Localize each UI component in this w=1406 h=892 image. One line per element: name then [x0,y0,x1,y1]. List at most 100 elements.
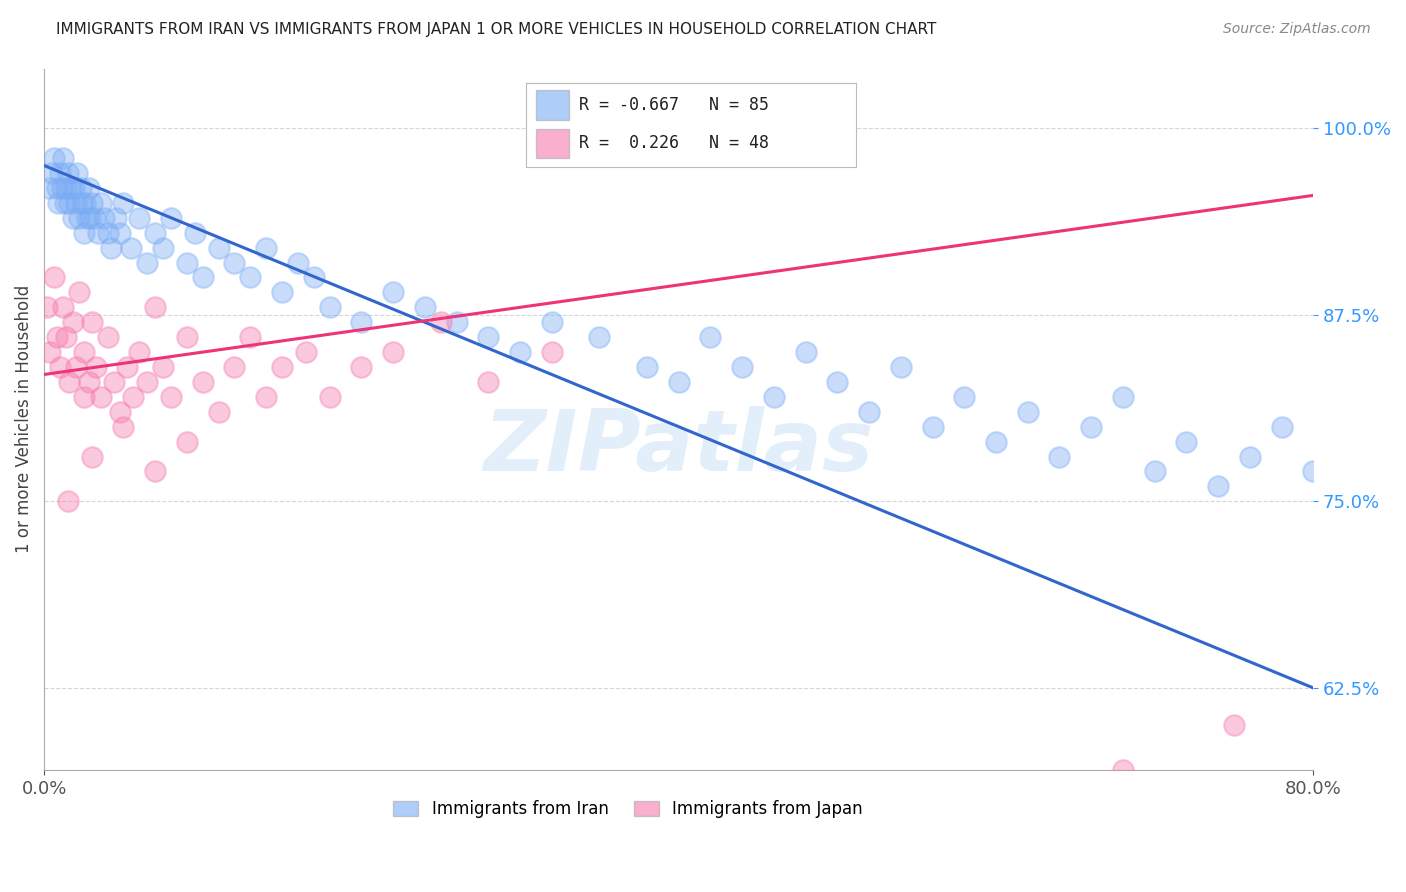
Point [37,301,59,315]
Point [382,285,405,300]
Point [152,241,174,255]
Point [128,211,150,225]
Point [52,301,75,315]
Point [49,166,72,180]
Point [1398,494,1406,508]
Point [224,359,246,374]
Point [1206,479,1229,493]
Point [762,390,785,404]
Text: Source: ZipAtlas.com: Source: ZipAtlas.com [1223,22,1371,37]
Point [636,359,658,374]
Point [69,181,91,195]
Point [413,301,436,315]
Point [45,181,67,195]
Point [80,315,103,329]
Point [45,330,67,344]
Point [1239,450,1261,464]
Point [56,166,79,180]
Point [90,390,112,404]
Point [49,359,72,374]
Point [67,211,90,225]
Point [41,166,63,180]
Point [55,181,77,195]
Point [65,195,87,210]
Point [254,390,277,404]
Point [67,285,90,300]
Point [143,465,166,479]
Point [76,211,98,225]
Point [1017,405,1039,419]
Point [63,181,86,195]
Text: ZIPatlas: ZIPatlas [484,406,873,489]
Point [112,419,135,434]
Point [136,375,159,389]
Point [97,226,120,240]
Point [110,405,132,419]
Point [224,255,246,269]
Point [827,375,849,389]
Point [540,345,562,359]
Point [429,315,451,329]
Point [318,390,340,404]
Point [120,241,142,255]
Point [53,195,76,210]
Point [73,226,96,240]
Point [191,270,214,285]
Point [62,315,84,329]
Point [90,195,112,210]
Point [1175,434,1198,449]
Legend: Immigrants from Iran, Immigrants from Japan: Immigrants from Iran, Immigrants from Ja… [387,794,869,825]
Point [87,226,110,240]
Point [73,390,96,404]
Point [1223,718,1246,732]
Point [1143,465,1166,479]
Point [207,405,229,419]
Point [115,359,138,374]
Point [86,359,108,374]
Point [97,330,120,344]
Point [104,211,127,225]
Point [143,226,166,240]
Point [143,301,166,315]
Point [1112,763,1135,777]
Point [921,419,943,434]
Point [477,375,499,389]
Point [176,434,198,449]
Point [58,195,80,210]
Point [79,211,101,225]
Point [42,151,65,165]
Point [382,345,405,359]
Point [66,166,89,180]
Point [1270,419,1292,434]
Point [184,226,207,240]
Point [51,181,73,195]
Point [984,434,1007,449]
Point [128,345,150,359]
Point [588,330,610,344]
Point [39,345,62,359]
Text: IMMIGRANTS FROM IRAN VS IMMIGRANTS FROM JAPAN 1 OR MORE VEHICLES IN HOUSEHOLD CO: IMMIGRANTS FROM IRAN VS IMMIGRANTS FROM … [56,22,936,37]
Point [477,330,499,344]
Point [350,315,373,329]
Point [302,270,325,285]
Point [77,375,100,389]
Point [110,226,132,240]
Point [1302,465,1324,479]
Point [890,359,912,374]
Point [160,390,183,404]
Point [58,375,80,389]
Point [83,211,105,225]
Point [350,359,373,374]
Point [318,301,340,315]
Point [239,330,262,344]
Point [239,270,262,285]
Point [1334,479,1357,493]
Point [103,375,125,389]
Point [446,315,468,329]
Point [80,450,103,464]
Point [60,181,83,195]
Point [509,345,531,359]
Point [55,330,77,344]
Point [160,211,183,225]
Point [207,241,229,255]
